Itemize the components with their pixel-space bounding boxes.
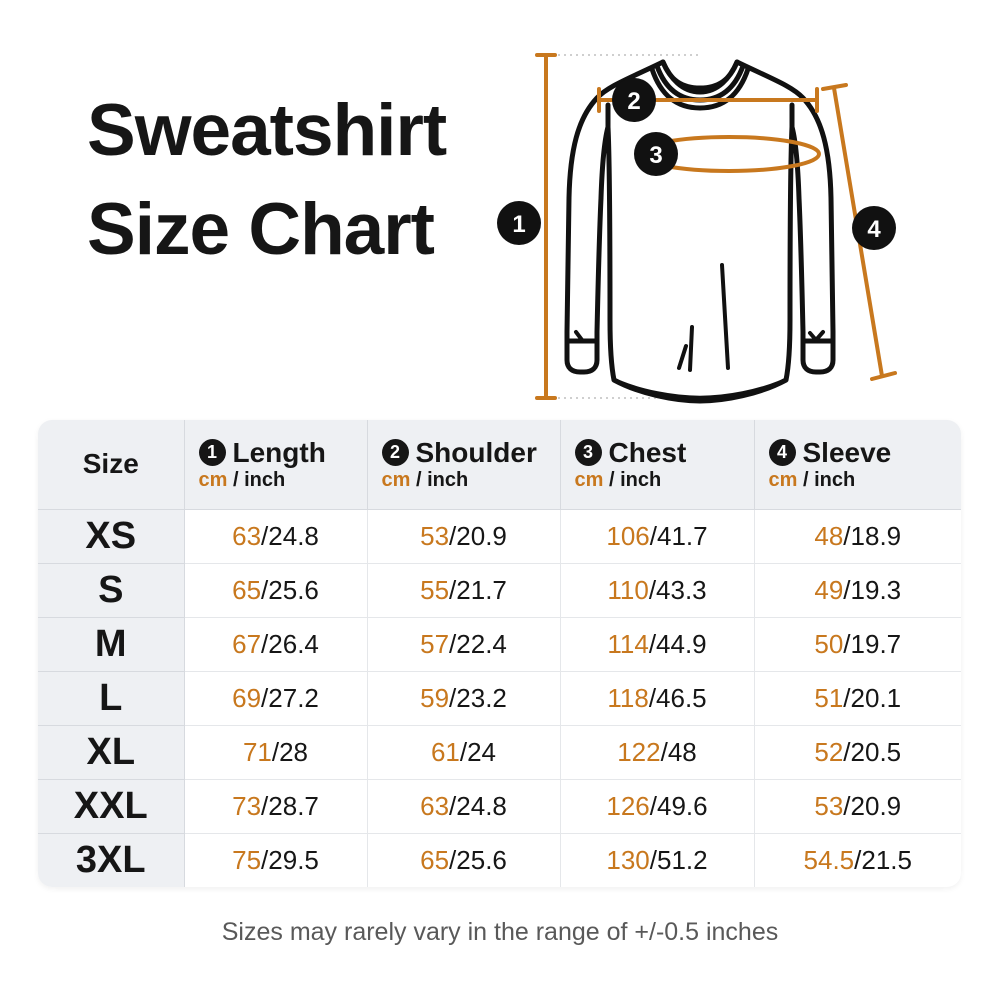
svg-text:1: 1 [512,211,525,238]
svg-text:4: 4 [867,216,881,243]
svg-text:2: 2 [627,88,640,115]
svg-text:3: 3 [649,142,662,169]
